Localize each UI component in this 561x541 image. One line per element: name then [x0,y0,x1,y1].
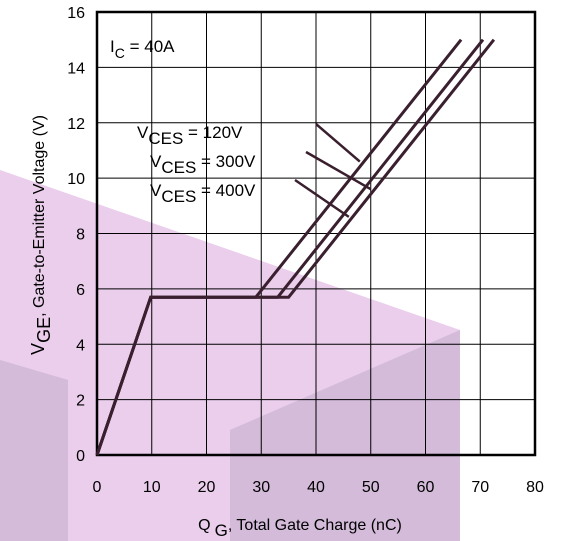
y-tick-label: 16 [67,5,85,22]
y-tick-label: 8 [76,227,85,244]
y-tick-label: 10 [67,171,85,188]
x-tick-label: 30 [252,479,270,496]
y-axis-label: VGE, Gate-to-Emitter Voltage (V) [28,115,54,355]
series-label-1: VCES = 120V [137,123,243,148]
x-tick-label: 10 [143,479,161,496]
series-label-2: VCES = 300V [150,152,256,177]
x-tick-label: 50 [362,479,380,496]
y-tick-label: 14 [67,60,85,77]
leader-line-1 [315,123,361,163]
series-lines [95,38,496,456]
y-tick-label: 2 [76,393,85,410]
y-tick-labels: 0 2 4 6 8 10 12 14 16 [67,5,85,465]
x-tick-label: 20 [198,479,216,496]
plot-frame [95,10,537,457]
y-tick-label: 6 [76,282,85,299]
x-tick-label: 60 [417,479,435,496]
legend-leader-lines [294,123,372,218]
watermark [0,170,460,541]
series-labels: VCES = 120V VCES = 300V VCES = 400V [137,123,256,206]
annotation-ic: IC = 40A [110,37,175,61]
leader-line-3 [294,178,350,218]
watermark-block-right [230,330,460,541]
y-tick-label: 4 [76,337,85,354]
series-label-3: VCES = 400V [150,181,256,206]
x-tick-label: 40 [307,479,325,496]
x-tick-labels: 0 10 20 30 40 50 60 70 80 [93,479,544,496]
y-tick-label: 12 [67,116,85,133]
x-tick-label: 0 [93,479,102,496]
y-tick-label: 0 [76,448,85,465]
x-tick-label: 80 [526,479,544,496]
x-axis-label: Q G, Total Gate Charge (nC) [198,517,402,540]
leader-line-2 [305,150,372,191]
x-tick-label: 70 [471,479,489,496]
watermark-block-left [0,360,68,541]
series-line-3 [95,38,496,456]
